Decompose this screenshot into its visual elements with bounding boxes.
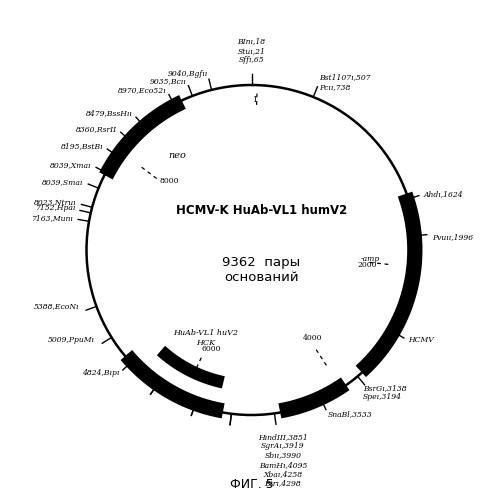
Text: 8970,Eco52ı: 8970,Eco52ı — [118, 86, 166, 94]
Text: ФИГ. 5: ФИГ. 5 — [230, 478, 273, 492]
Text: 8023,Ntruı: 8023,Ntruı — [34, 199, 76, 207]
Text: 9040,Bgfıı: 9040,Bgfıı — [167, 70, 208, 78]
Text: BInı,18
Stuı,21
Sffı,65: BInı,18 Stuı,21 Sffı,65 — [237, 38, 266, 64]
Text: 8000: 8000 — [159, 177, 179, 185]
Text: 6000: 6000 — [202, 346, 221, 354]
Text: 4000: 4000 — [303, 334, 323, 342]
Text: 9362  пары
оснований: 9362 пары оснований — [222, 256, 301, 284]
Text: HCMV-K HuAb-VL1 humV2: HCMV-K HuAb-VL1 humV2 — [176, 204, 347, 216]
Text: 9035,Bcıı: 9035,Bcıı — [150, 77, 187, 85]
Text: 7152,Hpaı: 7152,Hpaı — [35, 204, 75, 212]
Text: neo: neo — [169, 150, 186, 160]
Text: BsrGı,3138
Speı,3194: BsrGı,3138 Speı,3194 — [363, 384, 406, 401]
Text: HuAb-VL1 huV2
HCK: HuAb-VL1 huV2 HCK — [173, 330, 238, 346]
Text: 5009,PpuMı: 5009,PpuMı — [48, 336, 95, 344]
Text: 8039,Smaı: 8039,Smaı — [42, 178, 83, 186]
Text: 8360,RsrII: 8360,RsrII — [76, 125, 117, 133]
Text: Pvuıı,1996: Pvuıı,1996 — [432, 234, 473, 241]
Text: 1: 1 — [252, 96, 257, 104]
Text: HCMV: HCMV — [408, 336, 434, 344]
Text: -amp: -amp — [361, 255, 380, 263]
Text: Ahdı,1624: Ahdı,1624 — [424, 190, 463, 198]
Text: 4824,Bıpı: 4824,Bıpı — [82, 370, 119, 378]
Text: HındIII,3851
SgrAı,3919
Sbıı,3990
BamHı,4095
Xbaı,4258
Btrı,4298: HındIII,3851 SgrAı,3919 Sbıı,3990 BamHı,… — [258, 434, 308, 488]
Text: 7163,Munı: 7163,Munı — [31, 214, 73, 222]
Text: 8039,Xmaı: 8039,Xmaı — [50, 161, 92, 169]
Text: 2000: 2000 — [358, 261, 377, 269]
Text: 8479,BssHıı: 8479,BssHıı — [86, 110, 133, 118]
Text: 5388,EcoNı: 5388,EcoNı — [34, 302, 79, 310]
Text: SnaBl,3533: SnaBl,3533 — [328, 410, 373, 418]
Text: 8195,BstBı: 8195,BstBı — [60, 142, 103, 150]
Text: Bst1107ı,507
Pcıı,738: Bst1107ı,507 Pcıı,738 — [319, 74, 371, 91]
